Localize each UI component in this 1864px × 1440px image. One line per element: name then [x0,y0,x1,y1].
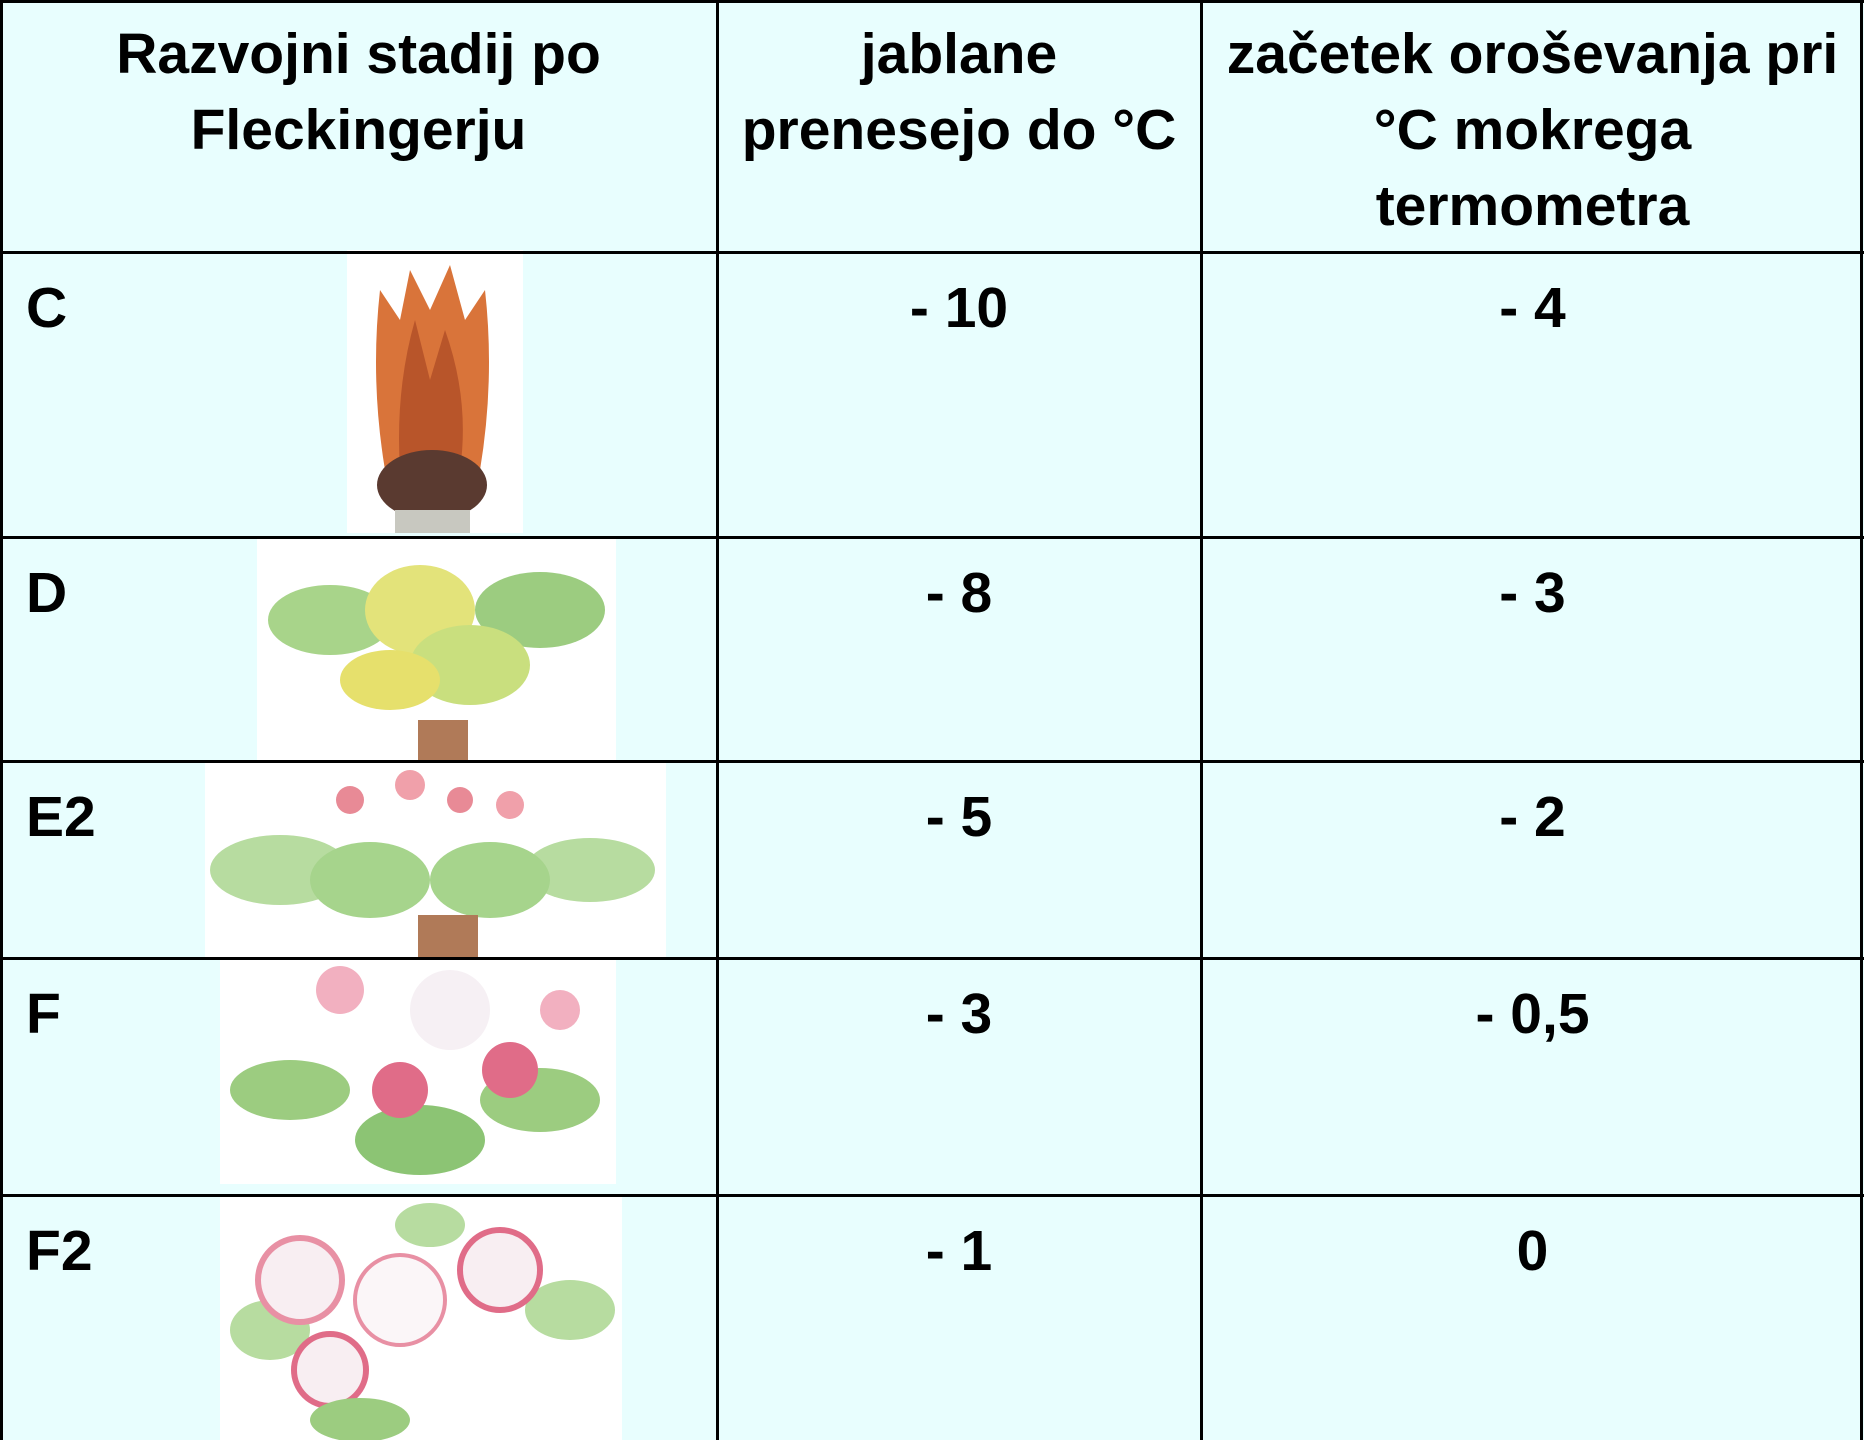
value-cell: 0 [1201,1195,1864,1440]
value-cell: - 1 [717,1195,1201,1440]
row-border [0,760,1864,763]
stage-label: F [0,958,717,1195]
value-cell: - 0,5 [1201,958,1864,1195]
stage-label: F2 [0,1195,717,1440]
column-border [716,0,719,1440]
value-cell: - 2 [1201,761,1864,958]
column-border [1200,0,1203,1440]
stage-label: C [0,252,717,537]
column-border [0,0,3,1440]
stage-label: D [0,537,717,761]
row-border [0,0,1864,3]
row-border [0,957,1864,960]
value-cell: - 4 [1201,252,1864,537]
value-cell: - 5 [717,761,1201,958]
value-cell: - 10 [717,252,1201,537]
column-border [1860,0,1863,1440]
header-cell: jablane prenesejo do °C [717,0,1201,252]
value-cell: - 3 [1201,537,1864,761]
row-border [0,251,1864,254]
value-cell: - 3 [717,958,1201,1195]
row-border [0,1194,1864,1197]
header-cell: Razvojni stadij po Fleckingerju [0,0,717,252]
stage-label: E2 [0,761,717,958]
slide-table: Razvojni stadij po Fleckingerju jablane … [0,0,1864,1440]
row-border [0,536,1864,539]
header-cell: začetek oroševanja pri °C mokrega termom… [1201,0,1864,252]
value-cell: - 8 [717,537,1201,761]
